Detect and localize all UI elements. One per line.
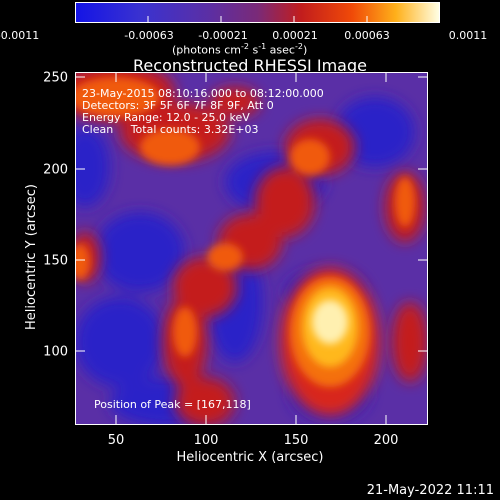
energy-range-text: Energy Range: 12.0 - 25.0 keV — [82, 111, 250, 124]
colorbar-tick: 0.0011 — [448, 29, 488, 42]
timestamp: 21-May-2022 11:11 — [366, 483, 494, 498]
colorbar-tick: -0.00021 — [198, 29, 248, 42]
y-tick-label: 100 — [43, 344, 68, 360]
clean-counts-text: Clean Total counts: 3.32E+03 — [82, 123, 259, 136]
colorbar-tick: 0.00021 — [272, 29, 318, 42]
rhessi-image — [75, 72, 428, 425]
x-tick-label: 200 — [373, 433, 399, 448]
x-tick-label: 150 — [283, 433, 309, 448]
x-axis-label: Heliocentric X (arcsec) — [176, 450, 324, 465]
time-range-text: 23-May-2015 08:10:16.000 to 08:12:00.000 — [82, 87, 324, 100]
y-tick-label: 150 — [43, 253, 68, 269]
y-axis-label: Heliocentric Y (arcsec) — [24, 184, 39, 330]
x-tick-label: 50 — [107, 433, 125, 448]
peak-position-text: Position of Peak = [167,118] — [94, 398, 251, 411]
x-tick-label: 100 — [193, 433, 219, 448]
colorbar-tick: -0.00063 — [124, 29, 174, 42]
colorbar — [75, 2, 440, 23]
y-tick-label: 200 — [43, 162, 68, 178]
colorbar-tick: -0.0011 — [0, 29, 40, 42]
detectors-text: Detectors: 3F 5F 6F 7F 8F 9F, Att 0 — [82, 99, 274, 112]
colorbar-units: (photons cm-2 s-1 asec-2) — [172, 42, 308, 57]
colorbar-tick: 0.00063 — [344, 29, 390, 42]
y-tick-label: 250 — [43, 70, 68, 86]
plot-title: Reconstructed RHESSI Image — [133, 56, 367, 75]
